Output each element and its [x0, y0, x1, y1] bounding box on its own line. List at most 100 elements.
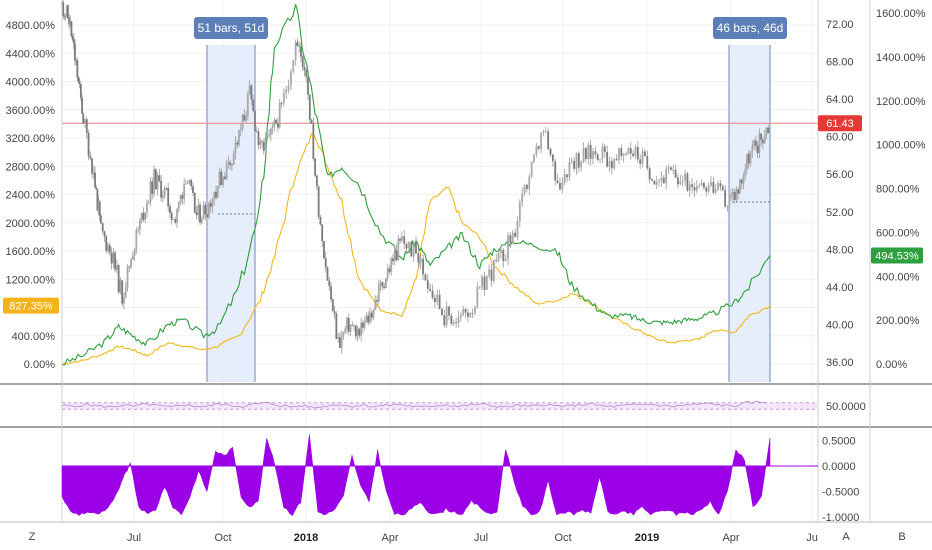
price-candle: [376, 299, 378, 302]
price-candle: [744, 168, 747, 176]
price-candle: [530, 161, 533, 177]
price-candle: [200, 218, 203, 223]
price-candle: [618, 148, 620, 161]
price-candle: [469, 312, 472, 317]
price-candle: [264, 137, 267, 151]
price-candle: [158, 175, 161, 181]
left-axis-tick-label: 1600.00%: [5, 246, 55, 258]
price-candle: [585, 148, 587, 160]
price-candle: [161, 195, 164, 198]
price-candle: [639, 159, 642, 164]
price-candle: [747, 153, 750, 164]
price-candle: [464, 308, 467, 313]
price-candle: [220, 171, 223, 186]
price-candle: [535, 146, 538, 155]
measure-range-area[interactable]: [729, 45, 770, 382]
price-candle: [679, 181, 682, 185]
left-axis-tick-label: 4800.00%: [5, 20, 55, 32]
price-candle: [629, 148, 632, 154]
price-candle: [719, 183, 722, 187]
price-candle: [374, 299, 377, 310]
price-candle: [580, 161, 583, 168]
price-candle: [488, 269, 491, 276]
price-candle: [462, 308, 465, 315]
price-candle: [467, 312, 469, 317]
price-candle: [577, 153, 580, 168]
price-candle: [280, 103, 283, 104]
price-candle: [360, 322, 363, 336]
price-candle: [261, 141, 263, 143]
measure-ranges[interactable]: 51 bars, 51d 46 bars, 46d: [194, 17, 787, 382]
price-candle: [450, 315, 453, 324]
price-candle: [300, 46, 302, 57]
price-candle: [509, 235, 512, 244]
price-candle: [399, 238, 401, 241]
oscillator-line: [61, 400, 768, 409]
price-candle: [195, 212, 198, 216]
price-candle: [490, 269, 493, 281]
price-candle: [570, 160, 573, 162]
price-candle: [714, 189, 717, 193]
price-candle: [547, 131, 550, 149]
price-candle: [294, 42, 297, 60]
price-candle: [147, 202, 150, 203]
price-candle: [167, 188, 170, 207]
price-candle: [146, 202, 148, 213]
log-scale-button[interactable]: B: [898, 531, 906, 543]
price-candle: [646, 156, 649, 169]
price-candle: [259, 141, 262, 145]
price-candle: [751, 146, 754, 152]
price-candle: [667, 167, 670, 170]
price-layer: [61, 0, 770, 354]
price-candle: [315, 175, 318, 187]
price-candle: [307, 76, 309, 95]
price-candle: [197, 204, 200, 216]
measure-range-badge: [713, 17, 787, 39]
price-candle: [103, 231, 106, 237]
price-candle: [231, 164, 233, 166]
zoom-toggle-button[interactable]: Z: [28, 531, 36, 543]
price-candle: [695, 186, 698, 191]
price-candle: [94, 172, 96, 188]
price-candle: [620, 148, 623, 156]
price-candle: [677, 177, 679, 185]
price-candle: [209, 203, 212, 207]
left-axis-tick-label: 3600.00%: [5, 105, 55, 117]
price-candle: [282, 92, 285, 104]
price-candle: [76, 60, 79, 78]
price-candle: [582, 148, 585, 162]
left-axis-tick-label: 4400.00%: [5, 48, 55, 60]
price-candle: [674, 169, 677, 178]
price-candle: [238, 129, 240, 145]
price-candle: [144, 212, 147, 220]
price-candle: [452, 322, 455, 324]
price-candle: [317, 186, 320, 218]
price-candle: [608, 161, 611, 167]
price-candle: [89, 155, 92, 159]
price-candle: [186, 183, 189, 185]
price-candle: [347, 317, 350, 332]
price-candle: [262, 142, 265, 151]
price-candle: [156, 175, 159, 190]
price-candle: [504, 259, 507, 261]
price-candle: [277, 123, 279, 128]
price-candle: [92, 172, 95, 174]
price-candle: [383, 286, 386, 288]
price-candle: [740, 179, 743, 184]
price-candle: [358, 328, 361, 336]
price-candle: [79, 84, 82, 98]
price-candle: [215, 191, 217, 198]
price-candle: [68, 17, 70, 25]
price-candle: [615, 158, 618, 161]
auto-scale-button[interactable]: A: [842, 531, 850, 543]
price-candle: [749, 151, 752, 164]
price-candle: [441, 309, 443, 316]
price-candle: [485, 275, 488, 290]
left-axis-tick-label: 2000.00%: [5, 218, 55, 230]
price-candle: [566, 174, 568, 178]
price-candle: [208, 203, 210, 218]
price-candle: [721, 186, 724, 191]
price-candle: [176, 208, 178, 223]
price-axis-tick-label: 48.00: [826, 244, 854, 256]
price-candle: [183, 184, 186, 199]
